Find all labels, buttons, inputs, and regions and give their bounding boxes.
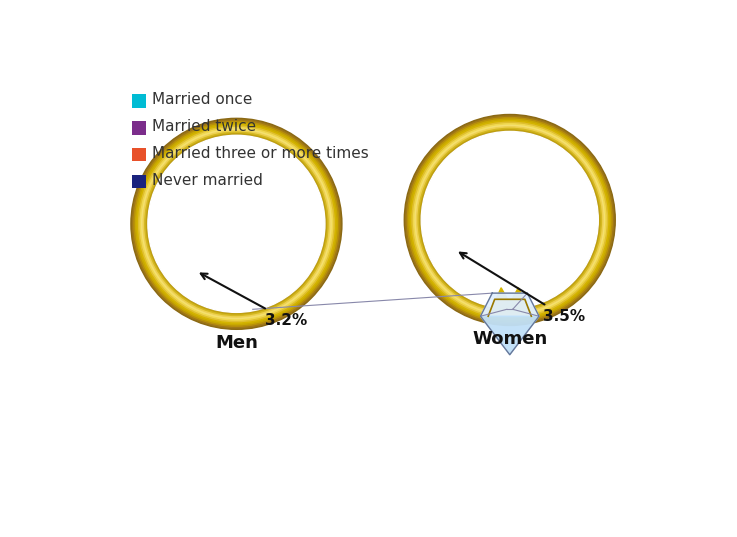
Text: 47.8%: 47.8% (259, 213, 312, 228)
Polygon shape (422, 132, 510, 254)
Polygon shape (488, 299, 531, 316)
Text: 52.3%: 52.3% (532, 216, 584, 231)
Circle shape (419, 130, 600, 310)
Circle shape (136, 123, 338, 325)
Bar (133, 148, 147, 162)
Circle shape (148, 135, 325, 313)
Text: Married once: Married once (153, 92, 253, 107)
Circle shape (148, 135, 325, 313)
Polygon shape (512, 288, 531, 316)
Polygon shape (428, 220, 510, 271)
Text: Married twice: Married twice (153, 119, 256, 134)
Polygon shape (186, 224, 248, 313)
Circle shape (422, 132, 598, 309)
Circle shape (140, 128, 332, 320)
Bar (133, 93, 147, 107)
Circle shape (422, 132, 598, 309)
Circle shape (131, 118, 342, 329)
Polygon shape (481, 293, 539, 316)
Circle shape (133, 120, 340, 328)
Circle shape (409, 119, 611, 321)
Polygon shape (237, 135, 325, 311)
Text: 3.5%: 3.5% (460, 253, 584, 324)
Polygon shape (172, 224, 237, 296)
Text: Married three or more times: Married three or more times (153, 146, 369, 161)
Circle shape (134, 121, 339, 326)
Circle shape (411, 121, 609, 320)
Circle shape (143, 130, 329, 317)
Circle shape (416, 127, 603, 313)
Circle shape (142, 129, 331, 318)
Circle shape (413, 124, 606, 316)
Circle shape (422, 132, 598, 309)
Text: 37.1%: 37.1% (165, 197, 218, 212)
Bar (133, 175, 147, 188)
Circle shape (412, 122, 607, 318)
Text: Women: Women (472, 330, 548, 348)
Circle shape (415, 125, 604, 315)
Polygon shape (497, 132, 598, 309)
Bar (133, 121, 147, 134)
Circle shape (406, 116, 614, 324)
Polygon shape (481, 316, 539, 355)
Polygon shape (488, 288, 508, 316)
Text: Men: Men (215, 334, 258, 352)
Text: Never married: Never married (153, 173, 263, 188)
Polygon shape (438, 220, 510, 308)
Circle shape (137, 125, 336, 323)
Text: 3.2%: 3.2% (200, 273, 307, 328)
Circle shape (408, 118, 612, 322)
Circle shape (139, 126, 334, 322)
Text: 12.9%: 12.9% (458, 254, 511, 269)
Circle shape (405, 114, 615, 325)
Text: 11.8%: 11.8% (199, 264, 251, 279)
Circle shape (144, 132, 328, 315)
Circle shape (418, 128, 601, 311)
Circle shape (147, 134, 326, 314)
Circle shape (148, 135, 325, 313)
Polygon shape (148, 135, 237, 285)
Text: 31.3%: 31.3% (443, 185, 495, 200)
